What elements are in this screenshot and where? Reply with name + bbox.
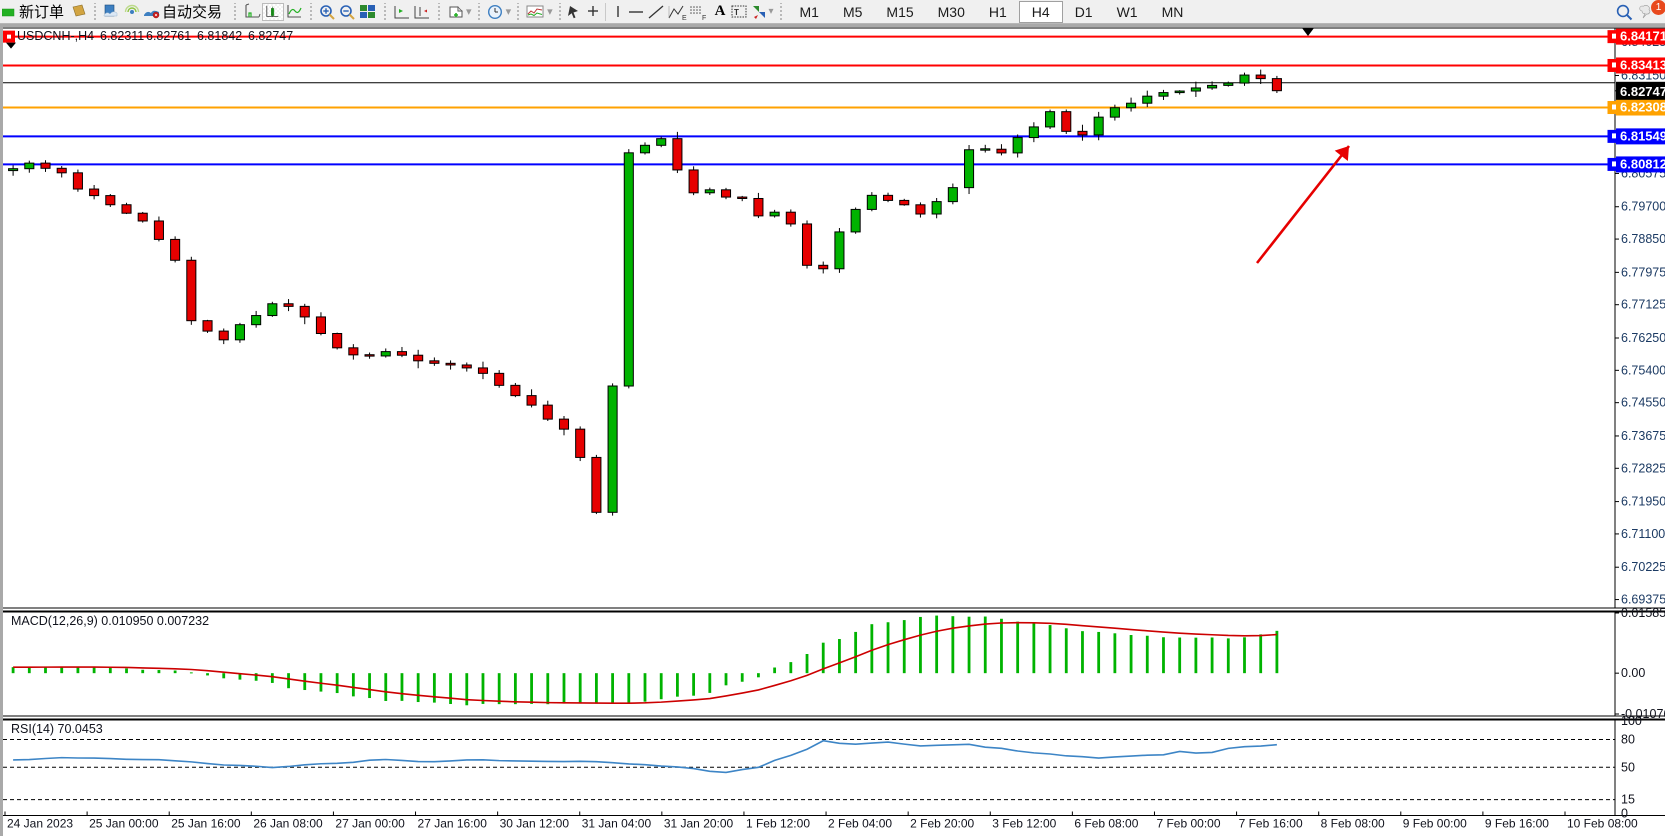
svg-text:3 Feb 12:00: 3 Feb 12:00	[992, 817, 1056, 831]
svg-text:MACD(12,26,9) 0.010950 0.00723: MACD(12,26,9) 0.010950 0.007232	[11, 614, 209, 628]
svg-text:6.84171: 6.84171	[1620, 29, 1665, 44]
svg-text:E: E	[682, 15, 687, 21]
svg-text:25 Jan 16:00: 25 Jan 16:00	[171, 817, 241, 831]
svg-text:6.76250: 6.76250	[1621, 331, 1665, 345]
svg-text:8 Feb 08:00: 8 Feb 08:00	[1321, 817, 1385, 831]
svg-text:80: 80	[1621, 733, 1635, 747]
svg-text:6.71100: 6.71100	[1621, 527, 1665, 541]
svg-text:9 Feb 16:00: 9 Feb 16:00	[1485, 817, 1549, 831]
svg-text:50: 50	[1621, 760, 1635, 774]
svg-text:6.83413: 6.83413	[1620, 57, 1665, 72]
svg-text:7 Feb 00:00: 7 Feb 00:00	[1156, 817, 1220, 831]
svg-text:2 Feb 04:00: 2 Feb 04:00	[828, 817, 892, 831]
svg-text:6.73675: 6.73675	[1621, 429, 1665, 443]
svg-text:1 Feb 12:00: 1 Feb 12:00	[746, 817, 810, 831]
svg-text:0.00: 0.00	[1621, 666, 1645, 680]
svg-text:RSI(14) 70.0453: RSI(14) 70.0453	[11, 722, 103, 736]
svg-text:26 Jan 08:00: 26 Jan 08:00	[253, 817, 323, 831]
svg-text:6.71950: 6.71950	[1621, 495, 1665, 509]
svg-text:6.79700: 6.79700	[1621, 200, 1665, 214]
svg-text:6.74550: 6.74550	[1621, 396, 1665, 410]
svg-text:6.82308: 6.82308	[1620, 100, 1665, 115]
svg-text:6.75400: 6.75400	[1621, 363, 1665, 377]
svg-text:6.82747: 6.82747	[1620, 84, 1665, 99]
svg-text:24 Jan 2023: 24 Jan 2023	[7, 817, 73, 831]
svg-text:USDCNH-,H4: USDCNH-,H4	[17, 29, 94, 43]
svg-text:6.82311: 6.82311	[100, 29, 144, 43]
svg-text:6.81549: 6.81549	[1620, 128, 1665, 143]
svg-text:27 Jan 16:00: 27 Jan 16:00	[418, 817, 488, 831]
svg-text:7 Feb 16:00: 7 Feb 16:00	[1239, 817, 1303, 831]
svg-text:6.80812: 6.80812	[1620, 156, 1665, 171]
svg-text:31 Jan 04:00: 31 Jan 04:00	[582, 817, 652, 831]
svg-text:6.81842: 6.81842	[197, 29, 242, 43]
svg-text:25 Jan 00:00: 25 Jan 00:00	[89, 817, 159, 831]
svg-text:6.82761: 6.82761	[146, 29, 191, 43]
svg-text:6.72825: 6.72825	[1621, 461, 1665, 475]
svg-text:15: 15	[1621, 793, 1635, 807]
svg-text:6.82747: 6.82747	[248, 29, 293, 43]
svg-text:27 Jan 00:00: 27 Jan 00:00	[335, 817, 405, 831]
svg-text:31 Jan 20:00: 31 Jan 20:00	[664, 817, 734, 831]
svg-text:2 Feb 20:00: 2 Feb 20:00	[910, 817, 974, 831]
svg-text:10 Feb 08:00: 10 Feb 08:00	[1567, 817, 1638, 831]
svg-text:F: F	[702, 15, 706, 21]
svg-text:30 Jan 12:00: 30 Jan 12:00	[500, 817, 570, 831]
svg-text:6.77975: 6.77975	[1621, 265, 1665, 279]
svg-text:6.70225: 6.70225	[1621, 560, 1665, 574]
svg-text:9 Feb 00:00: 9 Feb 00:00	[1403, 817, 1467, 831]
svg-text:6.77125: 6.77125	[1621, 298, 1665, 312]
svg-text:6.78850: 6.78850	[1621, 232, 1665, 246]
svg-text:6.69375: 6.69375	[1621, 593, 1665, 607]
svg-text:T: T	[734, 8, 739, 17]
svg-text:0.015856: 0.015856	[1621, 606, 1665, 620]
svg-text:100: 100	[1621, 714, 1642, 728]
svg-text:6 Feb 08:00: 6 Feb 08:00	[1074, 817, 1138, 831]
